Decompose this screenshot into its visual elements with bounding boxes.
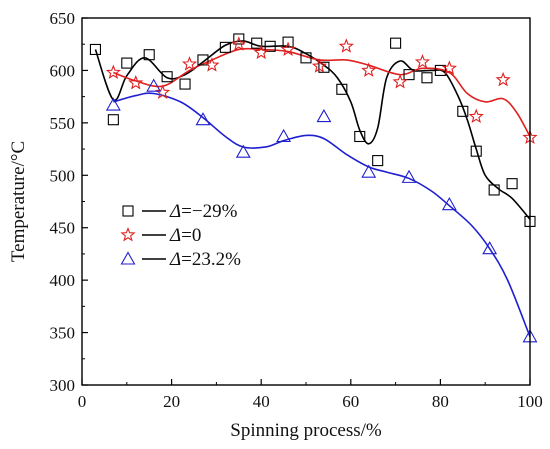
series-0-point	[179, 78, 191, 90]
series-1-point	[392, 73, 408, 89]
y-tick-label: 400	[50, 271, 76, 290]
series-1-point	[204, 57, 220, 72]
series-2-point	[441, 197, 457, 211]
x-axis-title: Spinning process/%	[230, 420, 382, 441]
series-0-point	[251, 37, 263, 49]
series-0-point	[403, 69, 415, 81]
series-2-point	[146, 78, 162, 92]
y-tick-label: 300	[50, 376, 76, 395]
series-1-point	[253, 44, 269, 60]
series-1-point	[441, 60, 457, 75]
x-tick-label: 20	[163, 392, 180, 411]
series-2-point	[195, 112, 211, 126]
series-1-curve	[113, 47, 530, 137]
y-tick-label: 650	[50, 9, 76, 28]
series-0-point	[264, 40, 276, 52]
x-tick-label: 100	[517, 392, 543, 411]
legend-marker-1	[120, 226, 136, 242]
series-2-point	[235, 144, 251, 158]
series-0-point	[390, 37, 402, 49]
x-tick-label: 80	[432, 392, 449, 411]
series-0-point	[161, 71, 173, 83]
series-1-point	[468, 108, 484, 124]
x-tick-label: 0	[78, 392, 87, 411]
series-1-point	[128, 74, 144, 90]
series-2-point	[105, 97, 121, 111]
series-2-curve	[113, 92, 530, 338]
legend-delta-symbol: Δ	[169, 249, 181, 270]
series-2-point	[276, 128, 292, 143]
series-1-point	[280, 41, 296, 56]
series-0-point	[470, 145, 482, 157]
legend-value: =0	[181, 225, 201, 246]
series-1-point	[338, 38, 354, 53]
series-0-point	[354, 130, 366, 143]
x-tick-label: 60	[342, 392, 359, 411]
series-2-point	[361, 164, 377, 178]
series-0-point	[89, 43, 101, 56]
y-tick-label: 350	[50, 324, 76, 343]
y-tick-label: 500	[50, 166, 76, 185]
legend-label-0: Δ=−29%	[169, 201, 238, 222]
series-0-point	[219, 41, 231, 53]
plot-frame	[81, 17, 531, 386]
series-markers	[89, 33, 538, 343]
series-2-point	[401, 169, 417, 183]
series-0-point	[421, 72, 433, 84]
series-1-point	[311, 58, 328, 73]
series-0-point	[121, 57, 133, 69]
series-0-point	[506, 178, 518, 190]
series-0-point	[336, 83, 348, 95]
series-0-point	[197, 54, 209, 66]
y-tick-label: 450	[50, 219, 76, 238]
series-0-point	[434, 64, 446, 76]
series-2-point	[316, 108, 332, 123]
legend-label-2: Δ=23.2%	[169, 249, 241, 270]
series-0-point	[372, 155, 384, 167]
series-1-point	[231, 36, 247, 51]
series-1-point	[181, 56, 198, 71]
series-0-curve	[94, 40, 530, 220]
x-tick-label: 40	[253, 392, 270, 411]
series-1-point	[361, 62, 377, 77]
series-0-point	[233, 33, 245, 45]
series-1-point	[495, 71, 511, 87]
legend-value: =−29%	[181, 201, 237, 222]
series-0-point	[300, 52, 312, 64]
series-curves	[94, 40, 530, 338]
series-0-point	[282, 36, 294, 48]
series-1-point	[105, 64, 121, 80]
y-axis-title: Temperature/°C	[8, 141, 29, 262]
series-0-point	[107, 114, 119, 126]
axes	[81, 17, 531, 386]
series-1-point	[155, 84, 171, 99]
series-0-point	[488, 184, 500, 196]
legend-marker-0	[122, 205, 134, 217]
legend-label-1: Δ=0	[169, 225, 201, 246]
legend-value: =23.2%	[181, 249, 241, 270]
legend: Δ=−29%Δ=0Δ=23.2%	[120, 201, 241, 270]
series-2-point	[482, 241, 498, 255]
ticks: 0 20 40 60 80 100 300 350 400 450 500 550 600 650	[50, 9, 543, 411]
legend-delta-symbol: Δ	[169, 201, 181, 222]
y-tick-label: 600	[50, 61, 76, 80]
series-0-point	[457, 105, 469, 117]
series-0-point	[143, 49, 155, 61]
series-1-point	[414, 54, 431, 69]
y-tick-label: 550	[50, 114, 76, 133]
legend-marker-2	[120, 251, 136, 265]
legend-delta-symbol: Δ	[169, 225, 181, 246]
